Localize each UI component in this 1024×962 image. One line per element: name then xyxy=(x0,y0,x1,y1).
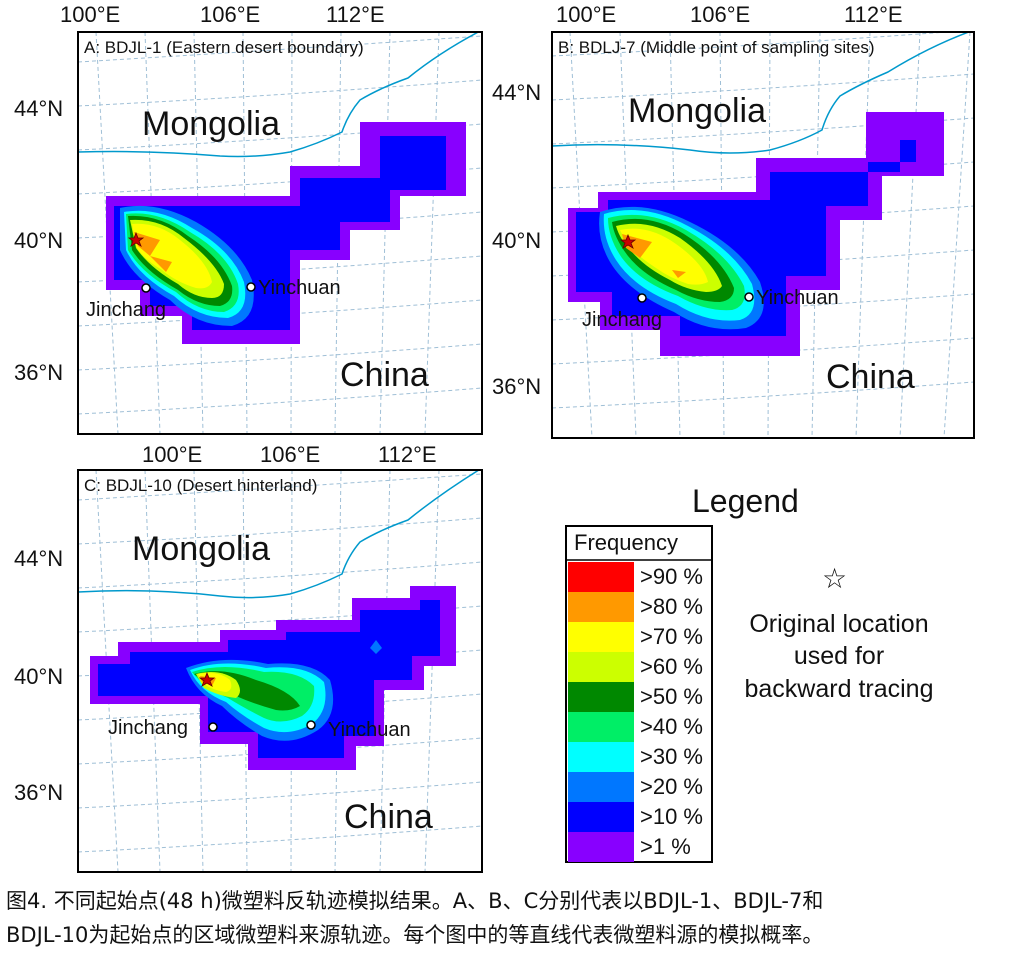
city-marker xyxy=(208,722,218,732)
legend-title: Legend xyxy=(692,483,799,519)
city-label: Jinchang xyxy=(582,309,662,331)
panel-title: A: BDJL-1 (Eastern desert boundary) xyxy=(84,38,364,57)
map-panel-c: C: BDJL-10 (Desert hinterland) 100°E 106… xyxy=(14,442,483,873)
lat-label: 44°N xyxy=(14,96,63,121)
city-marker xyxy=(246,282,256,292)
legend-label: >90 % xyxy=(640,564,703,589)
legend-swatch xyxy=(568,802,634,832)
frequency-title: Frequency xyxy=(574,530,678,555)
frequency-contours xyxy=(90,586,456,770)
legend-swatch xyxy=(568,652,634,682)
lat-label: 44°N xyxy=(492,80,541,105)
national-border xyxy=(78,470,481,599)
lon-label: 106°E xyxy=(200,2,260,27)
lat-label: 40°N xyxy=(14,228,63,253)
legend-swatch xyxy=(568,562,634,592)
legend-label: >1 % xyxy=(640,834,691,859)
caption-line: BDJL-10为起始点的区域微塑料来源轨迹。每个图中的等直线代表微塑料源的模拟概… xyxy=(6,923,824,947)
city-label: Yinchuan xyxy=(258,277,341,299)
figure-canvas: A: BDJL-1 (Eastern desert boundary) 100°… xyxy=(14,2,975,873)
legend-rows: >90 % >80 % >70 % >60 % >50 % >40 % >30 % >20 %… xyxy=(568,562,703,862)
national-border xyxy=(552,32,971,154)
city-marker xyxy=(141,283,151,293)
caption-line: 图4. 不同起始点(48 h)微塑料反轨迹模拟结果。A、B、C分别代表以BDJL… xyxy=(6,889,824,913)
country-label: China xyxy=(340,356,429,394)
legend-label: >70 % xyxy=(640,624,703,649)
legend-swatch xyxy=(568,592,634,622)
panel-title: B: BDLJ-7 (Middle point of sampling site… xyxy=(558,38,875,57)
city-label: Yinchuan xyxy=(328,719,411,741)
lat-label: 44°N xyxy=(14,546,63,571)
lat-label: 40°N xyxy=(14,664,63,689)
lat-label: 40°N xyxy=(492,228,541,253)
legend: Legend Frequency >90 % >80 % >70 % >60 % >50… xyxy=(565,483,934,863)
legend-note: backward tracing xyxy=(745,675,934,703)
lon-label: 100°E xyxy=(556,2,616,27)
country-label: Mongolia xyxy=(142,105,280,143)
lon-label: 106°E xyxy=(260,442,320,467)
legend-swatch xyxy=(568,712,634,742)
national-border xyxy=(78,32,480,158)
legend-label: >20 % xyxy=(640,774,703,799)
lon-label: 100°E xyxy=(60,2,120,27)
country-label: Mongolia xyxy=(132,530,270,568)
legend-label: >60 % xyxy=(640,654,703,679)
lat-label: 36°N xyxy=(492,374,541,399)
city-marker xyxy=(744,292,754,302)
legend-note: used for xyxy=(794,642,884,670)
country-label: China xyxy=(826,358,915,396)
map-panel-b: B: BDLJ-7 (Middle point of sampling site… xyxy=(492,2,975,439)
legend-swatch xyxy=(568,682,634,712)
legend-star-icon: ☆ xyxy=(822,562,847,595)
legend-note: Original location xyxy=(749,610,928,638)
city-label: Yinchuan xyxy=(756,287,839,309)
frequency-contours xyxy=(106,122,466,344)
frequency-contours xyxy=(568,112,944,356)
city-label: Jinchang xyxy=(108,717,188,739)
legend-label: >40 % xyxy=(640,714,703,739)
lon-label: 112°E xyxy=(378,442,437,467)
map-panel-a: A: BDJL-1 (Eastern desert boundary) 100°… xyxy=(14,2,483,435)
origin-star-icon xyxy=(198,671,216,687)
lon-label: 100°E xyxy=(142,442,202,467)
lat-label: 36°N xyxy=(14,780,63,805)
city-marker xyxy=(306,720,316,730)
legend-label: >10 % xyxy=(640,804,703,829)
legend-swatch xyxy=(568,772,634,802)
legend-swatch xyxy=(568,742,634,772)
lat-label: 36°N xyxy=(14,360,63,385)
city-label: Jinchang xyxy=(86,299,166,321)
lon-label: 112°E xyxy=(326,2,385,27)
legend-label: >50 % xyxy=(640,684,703,709)
legend-label: >80 % xyxy=(640,594,703,619)
figure-caption: 图4. 不同起始点(48 h)微塑料反轨迹模拟结果。A、B、C分别代表以BDJL… xyxy=(0,884,1024,952)
country-label: Mongolia xyxy=(628,92,766,130)
legend-swatch xyxy=(568,622,634,652)
origin-star-icon xyxy=(619,233,637,249)
lon-label: 106°E xyxy=(690,2,750,27)
origin-star-icon xyxy=(127,231,145,247)
country-label: China xyxy=(344,798,433,836)
city-marker xyxy=(637,293,647,303)
panel-title: C: BDJL-10 (Desert hinterland) xyxy=(84,476,317,495)
legend-label: >30 % xyxy=(640,744,703,769)
lon-label: 112°E xyxy=(844,2,903,27)
legend-swatch xyxy=(568,832,634,862)
